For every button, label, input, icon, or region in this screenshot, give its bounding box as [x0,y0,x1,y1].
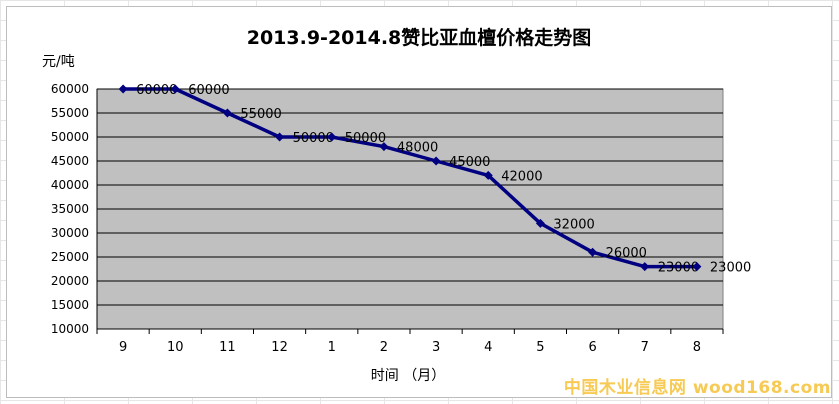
data-label: 50000 [293,131,334,146]
data-label: 48000 [397,141,438,156]
x-tick-label: 5 [536,340,544,355]
data-point [170,84,180,94]
data-label: 55000 [240,107,281,122]
x-tick-label: 4 [484,340,492,355]
y-tick-label: 45000 [51,154,89,168]
data-point [275,132,285,142]
y-tick-label: 55000 [51,106,89,120]
x-tick-label: 3 [432,340,440,355]
y-tick-label: 60000 [51,82,89,96]
data-label: 32000 [553,217,594,232]
data-label: 60000 [188,83,229,98]
x-tick-label: 1 [328,340,336,355]
data-label: 42000 [501,169,542,184]
y-tick-label: 50000 [51,130,89,144]
y-tick-label: 10000 [51,322,89,336]
x-tick-label: 10 [167,340,184,355]
data-point [483,170,493,180]
data-point [535,218,545,228]
y-tick-label: 20000 [51,274,89,288]
data-label: 26000 [606,246,647,261]
data-label: 45000 [449,155,490,170]
data-point [588,247,598,257]
chart-title: 2013.9-2014.8赞比亚血檀价格走势图 [247,26,592,49]
y-axis-label: 元/吨 [42,54,75,70]
y-tick-label: 30000 [51,226,89,240]
data-label: 23000 [710,261,751,276]
x-tick-label: 2 [380,340,388,355]
x-tick-label: 11 [219,340,236,355]
data-point [222,108,232,118]
data-point [692,262,702,272]
data-label: 23000 [658,261,699,276]
y-tick-label: 15000 [51,298,89,312]
data-point [431,156,441,166]
x-axis-label: 时间 （月） [371,368,445,384]
data-label: 60000 [136,83,177,98]
data-label: 50000 [345,131,386,146]
data-point [640,262,650,272]
y-tick-label: 25000 [51,250,89,264]
watermark-logo: 中国木业信息网 wood168.com [563,378,831,398]
x-tick-label: 9 [119,340,127,355]
data-point [327,132,337,142]
y-tick-label: 35000 [51,202,89,216]
data-point [379,142,389,152]
x-tick-label: 8 [693,340,701,355]
y-tick-label: 40000 [51,178,89,192]
x-tick-label: 12 [271,340,288,355]
x-tick-label: 7 [641,340,649,355]
data-point [118,84,128,94]
series-line [123,87,697,269]
x-tick-label: 6 [588,340,596,355]
